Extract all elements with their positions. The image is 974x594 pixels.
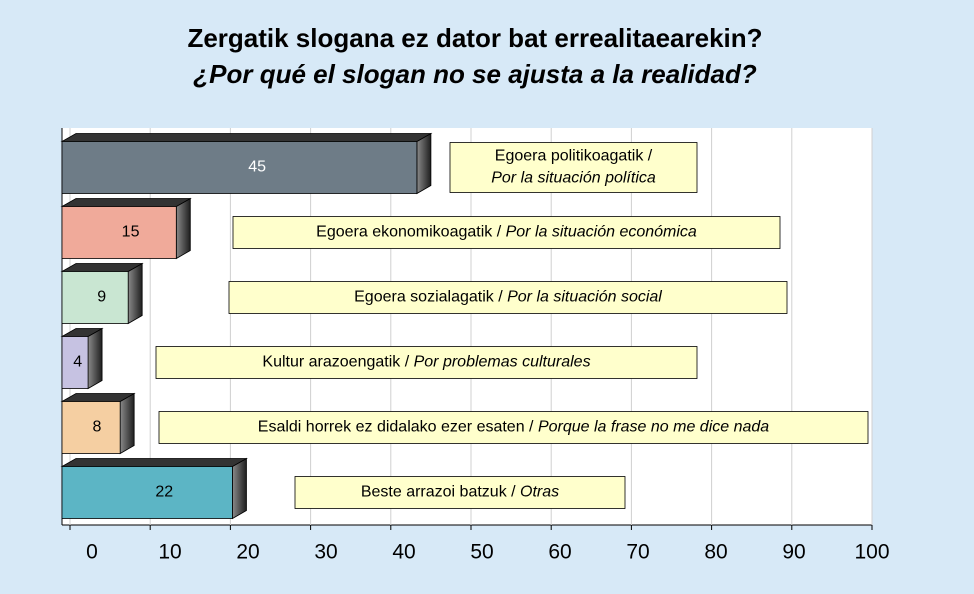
x-tick-label: 40 [392, 541, 415, 564]
bar-side [87, 327, 103, 390]
x-tick-label: 10 [158, 541, 181, 564]
bar-side [416, 132, 432, 195]
category-box [294, 476, 626, 509]
category-label-eu: Egoera sozialagatik / [354, 289, 507, 306]
bar-group: 8 [60, 392, 136, 455]
category-label-es: Por la situación económica [506, 224, 697, 241]
bar [61, 271, 129, 324]
category-label: Por la situación política [491, 170, 656, 187]
x-tick-label: 70 [626, 541, 649, 564]
category-box [155, 346, 698, 379]
bar-group: 4 [60, 327, 104, 390]
x-tick-label: 100 [854, 541, 889, 564]
category-box [449, 142, 698, 193]
bar [61, 466, 233, 519]
x-tick-label: 30 [314, 541, 337, 564]
bar-group: 45 [60, 132, 433, 195]
bar-group: 15 [60, 197, 192, 260]
value-label: 8 [92, 419, 101, 436]
bar-top [60, 133, 433, 142]
category-box [158, 411, 869, 444]
x-tick-label: 50 [470, 541, 493, 564]
category-label: Egoera ekonomikoagatik / Por la situació… [316, 224, 697, 241]
x-tick-label: 0 [86, 541, 98, 564]
bar [61, 206, 177, 259]
bar-group: 22 [60, 457, 248, 520]
category-label-es: Por la situación social [507, 289, 662, 306]
category-label-eu: Esaldi horrek ez didalako ezer esaten / [258, 419, 538, 436]
value-label: 15 [122, 224, 140, 241]
category-label: Esaldi horrek ez didalako ezer esaten / … [258, 419, 770, 436]
value-label: 4 [73, 354, 82, 371]
category-label-es: Otras [520, 484, 559, 501]
category-label-eu: Egoera ekonomikoagatik / [316, 224, 505, 241]
bar-side [232, 457, 247, 520]
value-label: 9 [97, 289, 106, 306]
category-label: Egoera sozialagatik / Por la situación s… [354, 289, 662, 306]
bar-top [60, 198, 192, 207]
bar-side [127, 262, 143, 325]
category-label-eu: Kultur arazoengatik / [262, 354, 413, 371]
category-label-es: Porque la frase no me dice nada [538, 419, 769, 436]
bar [61, 141, 418, 194]
chart-title: Zergatik slogana ez dator bat errealitae… [187, 23, 762, 53]
category-label: Kultur arazoengatik / Por problemas cult… [262, 354, 590, 371]
category-box [232, 216, 781, 249]
chart-subtitle: ¿Por qué el slogan no se ajusta a la rea… [193, 59, 757, 89]
bar [61, 336, 89, 389]
x-tick-label: 20 [236, 541, 259, 564]
value-label: 45 [248, 159, 266, 176]
category-label: Egoera politikoagatik / [495, 148, 653, 165]
category-box [228, 281, 788, 314]
x-tick-label: 60 [548, 541, 571, 564]
x-tick-label: 90 [782, 541, 805, 564]
category-label: Beste arrazoi batzuk / Otras [361, 484, 559, 501]
value-label: 22 [155, 484, 173, 501]
bar-top [60, 458, 248, 467]
bar-side [119, 392, 135, 455]
x-tick-label: 80 [704, 541, 727, 564]
bar-side [175, 197, 191, 260]
bar-group: 9 [60, 262, 144, 325]
bar-top [60, 263, 144, 272]
category-label-eu: Beste arrazoi batzuk / [361, 484, 520, 501]
category-label-es: Por problemas culturales [414, 354, 591, 371]
bar [61, 401, 121, 454]
